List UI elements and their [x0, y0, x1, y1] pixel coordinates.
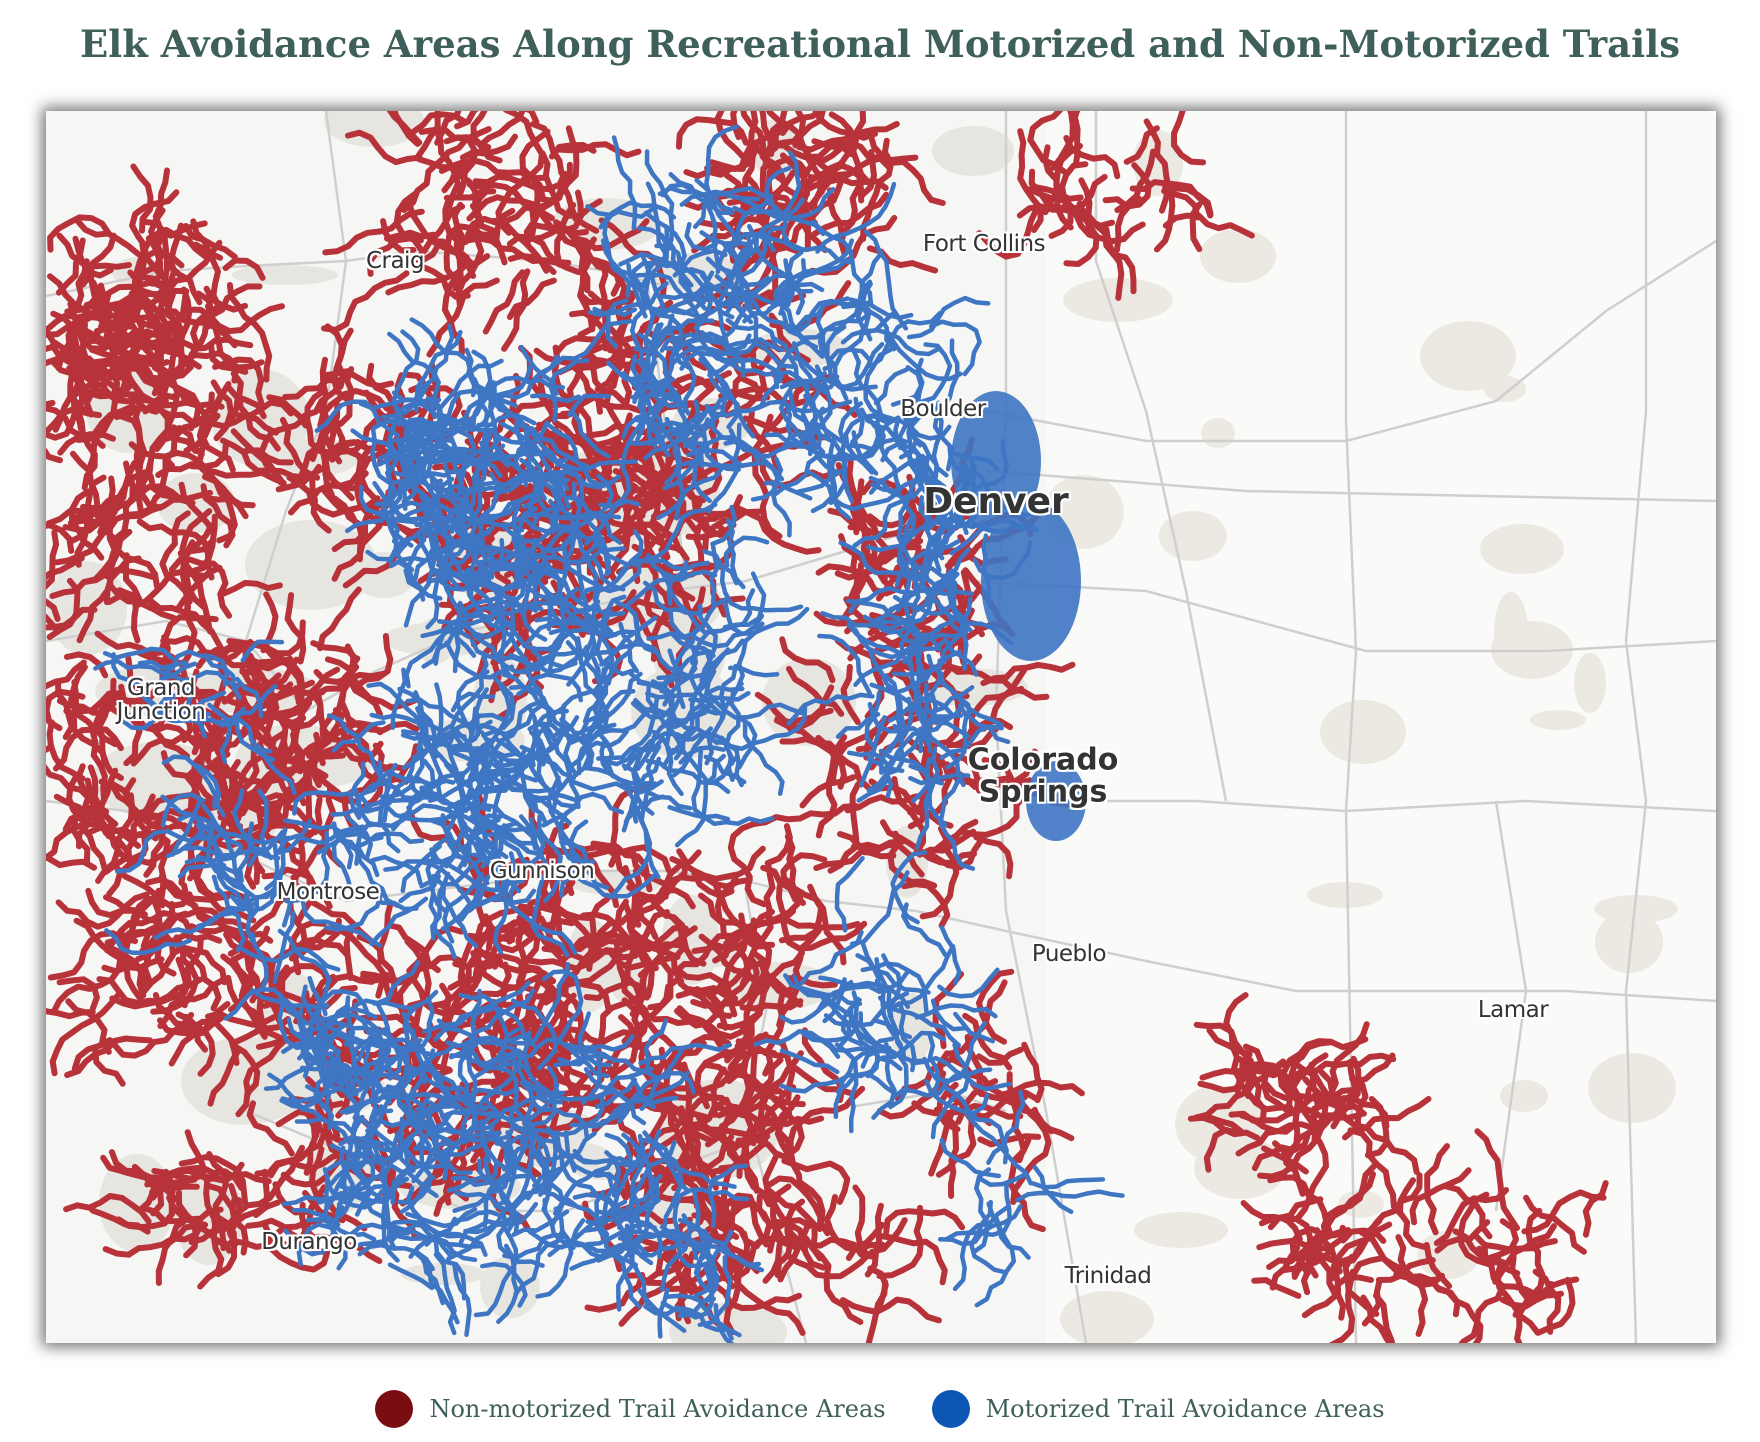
city-label-denver: Denver	[923, 481, 1069, 523]
city-label-gunnison: Gunnison	[489, 857, 595, 884]
city-label-durango: Durango	[261, 1228, 357, 1255]
legend-swatch-motorized	[931, 1390, 970, 1428]
city-label-fort-collins: Fort Collins	[922, 230, 1046, 257]
urban-areas	[951, 391, 1086, 841]
map-legend: Non-motorized Trail Avoidance Areas Moto…	[0, 1390, 1760, 1428]
city-label-montrose: Montrose	[276, 878, 380, 905]
map-title: Elk Avoidance Areas Along Recreational M…	[79, 22, 1681, 66]
city-label-lamar: Lamar	[1477, 996, 1549, 1023]
legend-item-non-motorized: Non-motorized Trail Avoidance Areas	[375, 1390, 886, 1428]
legend-item-motorized: Motorized Trail Avoidance Areas	[931, 1390, 1385, 1428]
colorado-map[interactable]	[46, 111, 1716, 1343]
legend-label-motorized: Motorized Trail Avoidance Areas	[985, 1395, 1385, 1423]
city-label-pueblo: Pueblo	[1031, 940, 1107, 967]
city-label-grand-junction: Grand Junction	[116, 674, 206, 725]
city-label-trinidad: Trinidad	[1064, 1262, 1152, 1289]
legend-label-non-motorized: Non-motorized Trail Avoidance Areas	[429, 1395, 886, 1423]
map-panel[interactable]: Craig Fort Collins Boulder Denver Grand …	[46, 111, 1716, 1343]
legend-swatch-non-motorized	[375, 1390, 414, 1428]
city-label-boulder: Boulder	[900, 395, 986, 422]
motorized-trail-areas	[93, 124, 1125, 1343]
city-label-colorado-springs: Colorado Springs	[967, 742, 1119, 809]
city-label-craig: Craig	[365, 247, 425, 274]
